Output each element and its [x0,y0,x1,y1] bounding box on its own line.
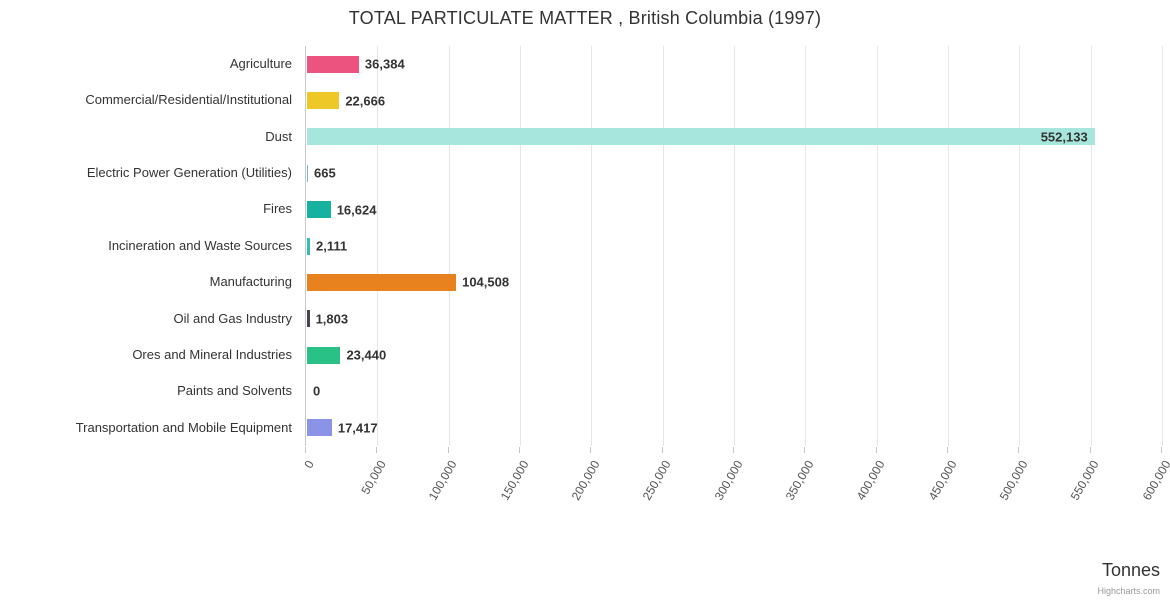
x-axis-tick [448,447,449,453]
x-axis-label: 550,000 [1067,458,1102,503]
gridline [877,46,878,446]
gridline [377,46,378,446]
gridline [591,46,592,446]
x-axis-label: 200,000 [568,458,603,503]
value-label-manufacturing: 104,508 [462,274,510,290]
gridline [1019,46,1020,446]
category-label-electric-power-generation-utilities: Electric Power Generation (Utilities) [86,165,292,181]
bar-incineration-and-waste-sources[interactable] [307,237,310,255]
x-axis-tick [519,447,520,453]
bar-electric-power-generation-utilities[interactable] [307,164,308,182]
chart-title: TOTAL PARTICULATE MATTER , British Colum… [348,8,822,28]
x-axis-label: 0 [301,458,318,471]
value-label-commercial-residential-institutional: 22,666 [345,93,386,109]
category-label-manufacturing: Manufacturing [209,274,292,290]
bar-manufacturing[interactable] [307,273,457,291]
x-axis-label: 350,000 [782,458,817,503]
x-axis-label: 300,000 [711,458,746,503]
value-label-oil-and-gas-industry: 1,803 [315,311,349,327]
bar-agriculture[interactable] [307,55,359,73]
x-axis-tick [662,447,663,453]
plot-area: 36,384 22,666 552,133 665 16,624 2,111 104,508… [305,46,1163,446]
value-label-dust: 552,133 [1040,129,1088,145]
category-label-dust: Dust [265,128,292,144]
gridline [734,46,735,446]
value-label-electric-power-generation-utilities: 665 [314,165,336,181]
bar-ores-and-mineral-industries[interactable] [307,346,341,364]
value-label-incineration-and-waste-sources: 2,111 [316,238,348,254]
x-axis-tick [1018,447,1019,453]
category-label-paints-and-solvents: Paints and Solvents [177,383,292,399]
category-label-transportation-and-mobile-equipment: Transportation and Mobile Equipment [75,419,292,435]
gridline [948,46,949,446]
x-axis-label: 400,000 [853,458,888,503]
value-label-ores-and-mineral-industries: 23,440 [346,347,387,363]
gridline [449,46,450,446]
x-axis-label: 250,000 [639,458,674,503]
x-axis-tick [1161,447,1162,453]
value-label-paints-and-solvents: 0 [313,383,321,399]
bar-dust[interactable] [307,128,1095,146]
x-axis-tick [376,447,377,453]
category-label-fires: Fires [263,201,292,217]
x-axis-tick [305,447,306,453]
x-axis-label: 150,000 [497,458,532,503]
category-label-agriculture: Agriculture [229,56,292,71]
bar-commercial-residential-institutional[interactable] [307,92,340,110]
highcharts-credit-link[interactable]: Highcharts.com [1097,586,1160,596]
category-label-commercial-residential-institutional: Commercial/Residential/Institutional [85,92,292,108]
gridline [1091,46,1092,446]
x-axis-label: 450,000 [925,458,960,503]
bar-oil-and-gas-industry[interactable] [307,310,310,328]
x-axis-tick [947,447,948,453]
category-label-ores-and-mineral-industries: Ores and Mineral Industries [132,346,292,362]
x-axis-title: Tonnes [1101,560,1160,580]
gridline [1162,46,1163,446]
x-axis-label: 100,000 [425,458,460,503]
x-axis-tick [1090,447,1091,453]
x-axis-label: 600,000 [1139,458,1170,503]
category-label-oil-and-gas-industry: Oil and Gas Industry [173,310,293,326]
x-axis-label: 500,000 [996,458,1031,503]
x-axis-tick [804,447,805,453]
value-label-transportation-and-mobile-equipment: 17,417 [337,420,378,436]
x-axis-tick [876,447,877,453]
value-label-fires: 16,624 [336,202,377,218]
x-axis: 0 50,000 100,000 150,000 200,000 250,000 300,0… [0,446,1170,576]
value-label-agriculture: 36,384 [364,56,405,72]
bar-fires[interactable] [307,201,331,219]
category-label-incineration-and-waste-sources: Incineration and Waste Sources [108,237,292,253]
x-axis-tick [590,447,591,453]
x-axis-tick [733,447,734,453]
bar-transportation-and-mobile-equipment[interactable] [307,419,332,437]
chart-body: 36,384 22,666 552,133 665 16,624 2,111 104,508… [0,46,1170,446]
gridline [805,46,806,446]
gridline [663,46,664,446]
x-axis-label: 50,000 [357,458,389,497]
gridline [520,46,521,446]
